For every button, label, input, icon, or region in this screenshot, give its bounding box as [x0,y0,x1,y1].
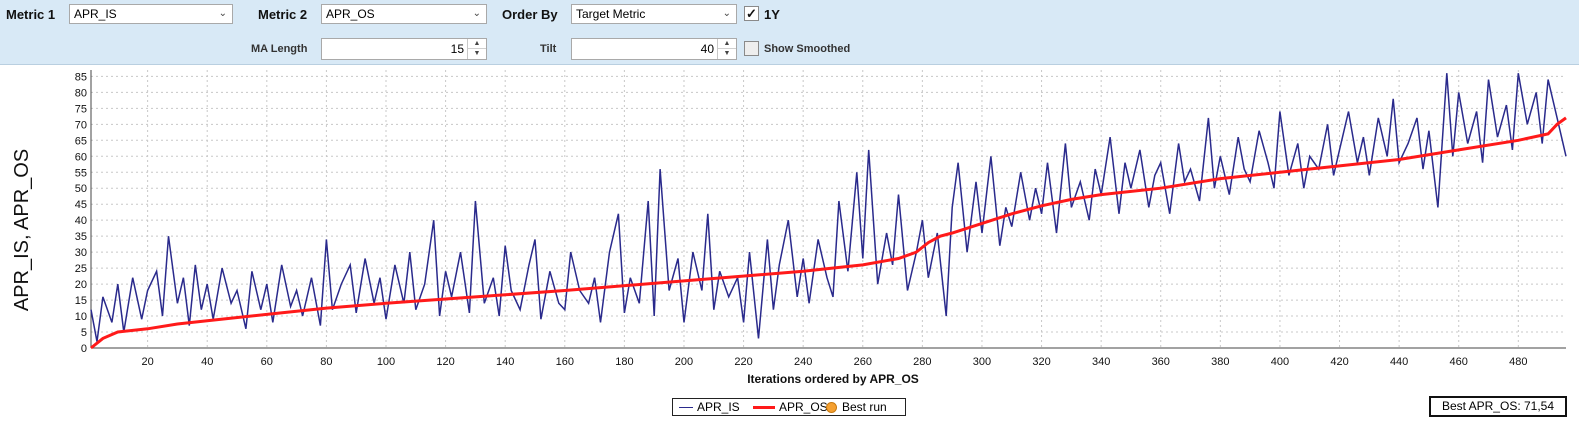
y-tick-label: 10 [75,311,87,323]
x-tick-label: 440 [1390,356,1408,368]
y-tick-label: 85 [75,71,87,83]
x-tick-label: 120 [436,356,454,368]
y-tick-label: 65 [75,135,87,147]
y-tick-label: 0 [81,343,87,355]
x-tick-label: 240 [794,356,812,368]
x-axis-ticks: 20 40 60 80 100 120 140 160 180 200 220 240 260 280 30… [141,356,1527,368]
order-by-label: Order By [502,7,558,22]
x-tick-label: 300 [973,356,991,368]
stepper-up-icon[interactable]: ▲ [468,39,486,49]
y-axis-label: APR_IS, APR_OS [11,149,33,311]
y-tick-label: 60 [75,151,87,163]
x-tick-label: 100 [377,356,395,368]
legend-swatch-apr-is [679,407,693,408]
y-tick-label: 70 [75,119,87,131]
metric2-value: APR_OS [326,7,375,21]
y-tick-label: 20 [75,279,87,291]
y-tick-label: 15 [75,295,87,307]
y-tick-label: 35 [75,231,87,243]
x-tick-label: 40 [201,356,213,368]
ma-length-label: MA Length [251,43,308,55]
x-tick-label: 420 [1330,356,1348,368]
y-tick-label: 80 [75,87,87,99]
ma-length-stepper[interactable]: 15 ▲ ▼ [321,38,487,60]
order-by-value: Target Metric [576,7,646,21]
chart-legend: APR_IS APR_OS Best run [672,398,906,416]
toolbar: Metric 1 APR_IS ⌄ Metric 2 APR_OS ⌄ Orde… [0,0,1579,65]
y-axis-ticks: 0 5 10 15 20 25 30 35 40 45 50 55 60 65 70 75 80 85 [75,71,87,355]
metric1-select[interactable]: APR_IS ⌄ [69,4,233,24]
y-tick-label: 5 [81,327,87,339]
metric1-label: Metric 1 [6,7,56,22]
x-tick-label: 20 [141,356,153,368]
x-tick-label: 380 [1211,356,1229,368]
tilt-label: Tilt [540,43,557,55]
stepper-down-icon[interactable]: ▼ [473,50,481,57]
y-tick-label: 55 [75,167,87,179]
legend-label-best-run: Best run [842,400,887,414]
x-tick-label: 180 [615,356,633,368]
x-tick-label: 200 [675,356,693,368]
y-tick-label: 40 [75,215,87,227]
x-tick-label: 160 [556,356,574,368]
show-smoothed-label: Show Smoothed [764,43,851,55]
x-tick-label: 400 [1271,356,1289,368]
metric2-label: Metric 2 [258,7,308,22]
series-line-apr-is [90,73,1567,342]
y-tick-label: 75 [75,103,87,115]
series-line-apr-os [90,116,1567,350]
metric1-value: APR_IS [74,7,117,21]
one-year-label: 1Y [764,7,780,22]
ma-length-value: 15 [450,42,464,56]
chevron-down-icon: ⌄ [218,8,227,19]
x-tick-label: 340 [1092,356,1110,368]
best-run-badge: Best APR_OS: 71,54 [1429,396,1567,417]
best-run-marker-icon [826,402,837,413]
tilt-value: 40 [700,42,714,56]
stepper-up-icon[interactable]: ▲ [718,39,736,49]
x-tick-label: 360 [1152,356,1170,368]
stepper-down-icon[interactable]: ▼ [723,50,731,57]
legend-label-apr-os: APR_OS [779,400,828,414]
chevron-down-icon: ⌄ [722,8,731,19]
x-tick-label: 140 [496,356,514,368]
x-tick-label: 320 [1032,356,1050,368]
y-tick-label: 50 [75,183,87,195]
y-tick-label: 25 [75,263,87,275]
show-smoothed-checkbox[interactable] [744,41,759,56]
y-tick-label: 30 [75,247,87,259]
x-tick-label: 460 [1450,356,1468,368]
y-tick-label: 45 [75,199,87,211]
chevron-down-icon: ⌄ [472,8,481,19]
one-year-checkbox[interactable]: ✓ [744,6,759,21]
x-tick-label: 80 [320,356,332,368]
order-by-select[interactable]: Target Metric ⌄ [571,4,737,24]
x-tick-label: 60 [261,356,273,368]
chart: 0 5 10 15 20 25 30 35 40 45 50 55 60 65 70 75 80 85 20 40 6… [11,70,1567,386]
tilt-stepper[interactable]: 40 ▲ ▼ [571,38,737,60]
x-axis-label: Iterations ordered by APR_OS [747,372,919,386]
legend-label-apr-is: APR_IS [697,400,740,414]
legend-swatch-apr-os [753,406,775,409]
x-tick-label: 480 [1509,356,1527,368]
x-tick-label: 220 [734,356,752,368]
x-tick-label: 260 [854,356,872,368]
metric2-select[interactable]: APR_OS ⌄ [321,4,487,24]
x-tick-label: 280 [913,356,931,368]
chart-grid [91,70,1566,348]
